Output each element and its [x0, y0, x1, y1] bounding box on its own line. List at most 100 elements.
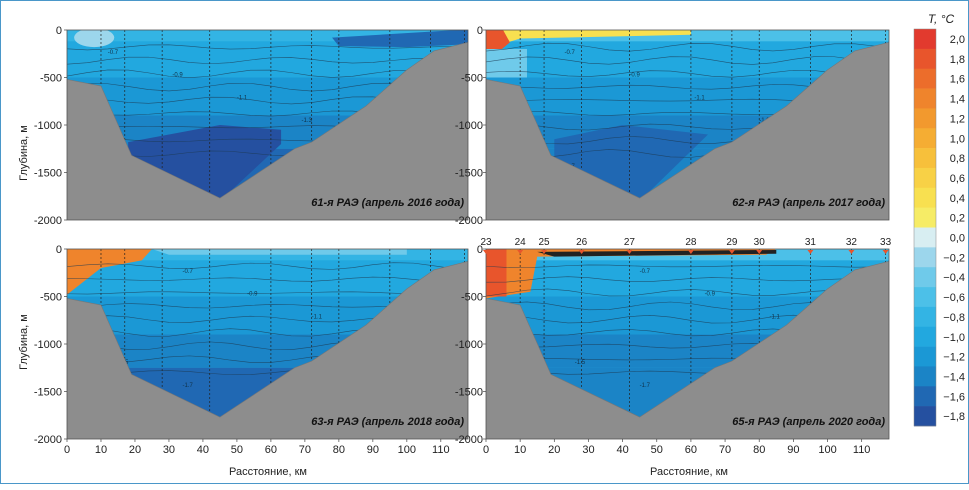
surface-warm-patch: [67, 249, 152, 295]
isotherm-label: -0.7: [183, 269, 194, 275]
cold-core: [554, 125, 708, 201]
cold-core: [128, 125, 282, 201]
temperature-band: [486, 30, 889, 42]
isotherm-line: [486, 276, 876, 283]
colorbar-tick-label: 1,0: [950, 133, 965, 145]
colorbar-swatch: [914, 267, 936, 288]
colorbar-swatch: [914, 167, 936, 189]
x-tick-label: 90: [367, 444, 379, 456]
station-label: 24: [515, 237, 527, 248]
station-label: 25: [538, 237, 550, 248]
station-label: 27: [624, 237, 636, 248]
isotherm-label: -1.7: [183, 383, 194, 389]
colorbar-swatch: [914, 247, 936, 268]
panel-2017: -0.7-0.9-1.1-1.3-1.5-1.762-я РАЭ (апрель…: [455, 25, 890, 227]
colorbar-tick-label: 0,2: [950, 213, 965, 225]
x-tick-label: 30: [582, 444, 594, 456]
station-label: 29: [726, 237, 738, 248]
x-tick-label: 80: [333, 444, 345, 456]
station-marker: [517, 250, 524, 254]
y-tick-label: -500: [40, 73, 62, 85]
colorbar-tick-label: −1,8: [943, 411, 965, 423]
y-tick-label: -1000: [455, 120, 483, 132]
y-tick-label: -2000: [34, 215, 62, 227]
y-tick-label: -1000: [34, 120, 62, 132]
station-label: 30: [754, 237, 766, 248]
isotherm-label: -0.7: [565, 50, 576, 56]
colorbar-swatch: [914, 227, 936, 248]
x-tick-label: 10: [95, 444, 107, 456]
colorbar-frame: [913, 28, 937, 427]
section-body: -0.7-0.9-1.1-1.3-1.5-1.7: [67, 30, 468, 220]
station-marker: [578, 250, 585, 254]
y-axis-label-bottom: Глубина, м: [18, 314, 30, 370]
y-tick-label: -1500: [455, 168, 483, 180]
x-tick-label: 20: [548, 444, 560, 456]
x-tick-label: 100: [818, 444, 836, 456]
cold-core: [162, 386, 237, 420]
colorbar-tick-label: −1,0: [943, 332, 965, 344]
seabed: [486, 42, 889, 220]
station-marker: [756, 250, 763, 254]
x-tick-label: 110: [432, 444, 450, 456]
station-marker: [882, 250, 889, 254]
colorbar-tick-label: 0,6: [950, 173, 965, 185]
panel-title: 62-я РАЭ (апрель 2017 года): [732, 197, 885, 209]
station-marker: [687, 250, 694, 254]
station-marker: [728, 250, 735, 254]
colorbar-tick-label: 0,8: [950, 153, 965, 165]
isotherm-label: -1.1: [694, 95, 705, 101]
colorbar-swatch: [914, 386, 936, 407]
station-marker: [483, 250, 489, 254]
colorbar-tick-label: −1,6: [943, 391, 965, 403]
y-axis-label-top: Глубина, м: [18, 125, 30, 181]
colorbar-tick-label: 0,4: [950, 193, 965, 205]
colorbar-tick-label: −1,4: [943, 371, 965, 383]
station-marker: [626, 250, 633, 254]
colorbar-title: T, °C: [928, 12, 955, 26]
colorbar-tick-label: −1,2: [943, 352, 965, 364]
x-axis-label-left: Расстояние, км: [229, 466, 307, 478]
isotherm-line: [486, 288, 876, 297]
colorbar-tick-label: −0,4: [943, 272, 965, 284]
x-tick-label: 10: [514, 444, 526, 456]
colorbar-tick-label: 0,0: [950, 233, 965, 245]
isotherm-label: -1.1: [312, 314, 323, 320]
colorbar-tick-label: 1,6: [950, 74, 965, 86]
x-tick-label: 90: [787, 444, 799, 456]
panel-title: 61-я РАЭ (апрель 2016 года): [311, 197, 464, 209]
colorbar-tick-label: 2,0: [950, 34, 965, 46]
surface-patch: [486, 49, 527, 78]
isotherm-label: -1.1: [237, 95, 248, 101]
y-tick-label: -1500: [34, 387, 62, 399]
y-tick-label: -2000: [455, 434, 483, 446]
section-body: -0.7-0.9-1.1-1.3-1.5-1.7: [486, 30, 889, 220]
colorbar-tick-label: −0,2: [943, 252, 965, 264]
colorbar-tick-label: −0,8: [943, 312, 965, 324]
colorbar-swatch: [914, 88, 936, 109]
y-tick-label: -1000: [34, 339, 62, 351]
station-label: 26: [576, 237, 588, 248]
x-tick-label: 80: [753, 444, 765, 456]
temperature-band: [67, 30, 468, 42]
y-tick-label: -1500: [34, 168, 62, 180]
x-tick-label: 50: [651, 444, 663, 456]
station-label: 28: [685, 237, 697, 248]
station-label: 32: [846, 237, 858, 248]
surface-cold-patch: [332, 30, 468, 48]
section-body: -0.7-0.9-1.1-1.3-1.5-1.7: [486, 249, 889, 439]
y-tick-label: 0: [56, 25, 62, 37]
y-tick-label: 0: [477, 244, 483, 256]
colorbar-swatch: [914, 29, 936, 50]
isotherm-label: -0.9: [247, 292, 258, 298]
x-tick-label: 0: [483, 444, 489, 456]
station-label: 31: [805, 237, 817, 248]
y-tick-label: 0: [477, 25, 483, 37]
isotherm-label: -1.7: [640, 383, 651, 389]
isotherm-line: [67, 56, 455, 65]
surface-warm-core: [486, 249, 507, 297]
isotherm-label: -0.9: [172, 73, 183, 79]
seabed: [67, 42, 468, 220]
colorbar-swatch: [914, 128, 936, 149]
isotherm-label: -0.7: [108, 50, 119, 56]
